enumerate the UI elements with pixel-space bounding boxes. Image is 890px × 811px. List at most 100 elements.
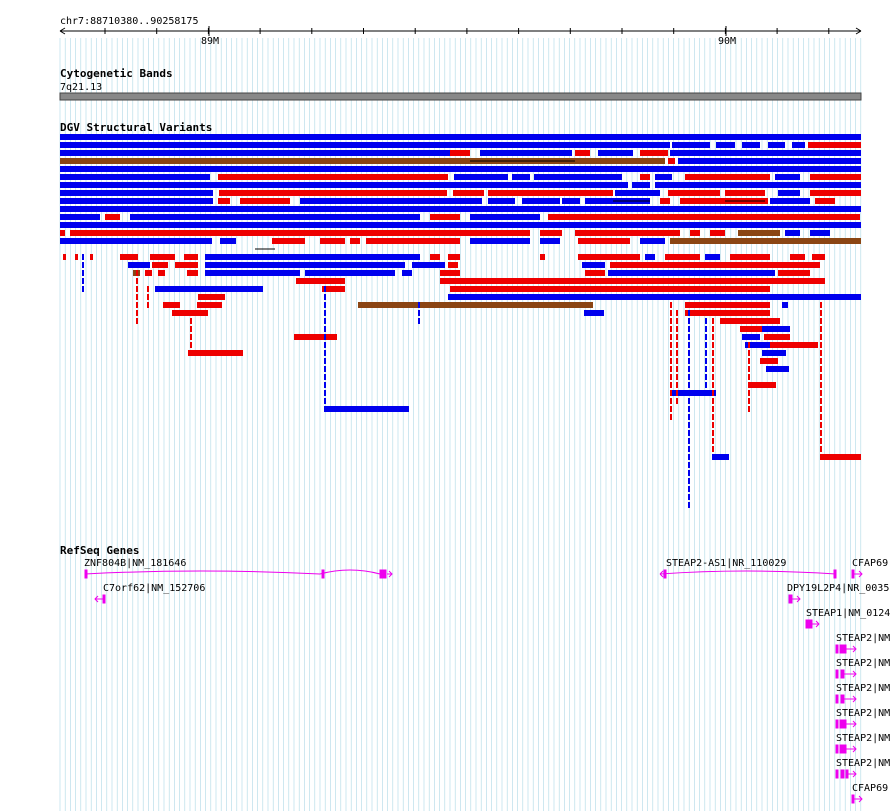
dgv-variant[interactable] (738, 230, 780, 236)
dgv-variant[interactable] (748, 406, 750, 412)
dgv-variant[interactable] (670, 406, 672, 412)
dgv-variant[interactable] (430, 214, 460, 220)
dgv-variant[interactable] (670, 334, 672, 340)
dgv-variant[interactable] (418, 318, 420, 324)
dgv-variant[interactable] (676, 310, 678, 316)
dgv-variant[interactable] (430, 254, 440, 260)
dgv-variant[interactable] (75, 254, 78, 260)
dgv-variant[interactable] (768, 142, 785, 148)
dgv-variant[interactable] (534, 174, 622, 180)
dgv-variant[interactable] (748, 342, 750, 348)
dgv-variant[interactable] (324, 302, 326, 308)
dgv-variant[interactable] (60, 214, 100, 220)
dgv-variant[interactable] (815, 198, 835, 204)
dgv-variant[interactable] (748, 382, 776, 388)
dgv-variant[interactable] (90, 254, 93, 260)
dgv-variant[interactable] (688, 446, 690, 452)
dgv-variant[interactable] (670, 414, 672, 420)
dgv-variant[interactable] (190, 318, 192, 324)
dgv-variant[interactable] (82, 278, 84, 284)
dgv-variant[interactable] (540, 230, 562, 236)
dgv-variant[interactable] (712, 398, 714, 404)
dgv-variant[interactable] (748, 382, 750, 388)
dgv-features[interactable] (60, 134, 861, 508)
dgv-variant[interactable] (820, 366, 822, 372)
dgv-variant[interactable] (676, 374, 678, 380)
dgv-variant[interactable] (730, 254, 770, 260)
dgv-variant[interactable] (770, 198, 810, 204)
dgv-variant[interactable] (712, 374, 714, 380)
dgv-variant[interactable] (688, 374, 690, 380)
dgv-variant[interactable] (676, 358, 678, 364)
dgv-variant[interactable] (324, 334, 326, 340)
gene-model[interactable] (84, 569, 393, 579)
dgv-variant[interactable] (60, 166, 861, 172)
dgv-variant[interactable] (60, 206, 861, 212)
dgv-variant[interactable] (688, 326, 690, 332)
dgv-variant[interactable] (136, 270, 138, 276)
dgv-variant[interactable] (105, 214, 120, 220)
dgv-variant[interactable] (820, 422, 822, 428)
dgv-variant[interactable] (320, 238, 345, 244)
dgv-variant[interactable] (676, 326, 678, 332)
dgv-variant[interactable] (615, 190, 660, 196)
dgv-variant[interactable] (197, 302, 222, 308)
dgv-variant[interactable] (688, 422, 690, 428)
dgv-variant[interactable] (324, 342, 326, 348)
dgv-variant[interactable] (748, 358, 750, 364)
dgv-variant[interactable] (670, 398, 672, 404)
dgv-variant[interactable] (218, 198, 230, 204)
dgv-variant[interactable] (60, 174, 210, 180)
dgv-variant[interactable] (792, 142, 805, 148)
dgv-variant[interactable] (790, 254, 805, 260)
dgv-variant[interactable] (820, 350, 822, 356)
dgv-variant[interactable] (705, 326, 707, 332)
dgv-variant[interactable] (60, 158, 665, 164)
dgv-variant[interactable] (324, 350, 326, 356)
dgv-variant[interactable] (676, 398, 678, 404)
dgv-variant[interactable] (808, 142, 861, 148)
dgv-variant[interactable] (488, 198, 515, 204)
dgv-variant[interactable] (205, 270, 300, 276)
ruler[interactable]: chr7:88710380..90258175 89M 90M (59, 16, 862, 47)
dgv-variant[interactable] (688, 318, 690, 324)
dgv-variant[interactable] (740, 326, 770, 332)
dgv-variant[interactable] (820, 446, 822, 452)
dgv-variant[interactable] (812, 254, 825, 260)
dgv-variant[interactable] (712, 406, 714, 412)
dgv-variant[interactable] (748, 390, 750, 396)
dgv-variant[interactable] (136, 278, 138, 284)
dgv-variant[interactable] (324, 406, 409, 412)
dgv-variant[interactable] (670, 318, 672, 324)
dgv-variant[interactable] (584, 310, 604, 316)
dgv-variant[interactable] (670, 310, 672, 316)
dgv-variant[interactable] (712, 318, 714, 324)
dgv-variant[interactable] (688, 382, 690, 388)
dgv-variant[interactable] (190, 334, 192, 340)
dgv-variant[interactable] (324, 406, 326, 412)
dgv-variant[interactable] (640, 238, 665, 244)
dgv-variant[interactable] (294, 334, 337, 340)
dgv-variant[interactable] (453, 190, 484, 196)
dgv-track[interactable]: DGV Structural Variants (60, 121, 861, 508)
dgv-variant[interactable] (705, 374, 707, 380)
dgv-variant[interactable] (163, 302, 180, 308)
dgv-variant[interactable] (705, 366, 707, 372)
dgv-variant[interactable] (152, 262, 168, 268)
dgv-variant[interactable] (820, 326, 822, 332)
gene-model[interactable] (835, 669, 857, 679)
dgv-variant[interactable] (575, 230, 680, 236)
dgv-variant[interactable] (660, 198, 670, 204)
dgv-variant[interactable] (810, 230, 830, 236)
dgv-variant[interactable] (147, 294, 149, 300)
dgv-variant[interactable] (688, 350, 690, 356)
dgv-variant[interactable] (324, 374, 326, 380)
dgv-variant[interactable] (350, 238, 360, 244)
dgv-variant[interactable] (440, 278, 825, 284)
dgv-variant[interactable] (670, 342, 672, 348)
dgv-variant[interactable] (324, 326, 326, 332)
dgv-variant[interactable] (130, 214, 420, 220)
dgv-variant[interactable] (548, 214, 860, 220)
dgv-variant[interactable] (155, 286, 263, 292)
dgv-variant[interactable] (690, 230, 700, 236)
